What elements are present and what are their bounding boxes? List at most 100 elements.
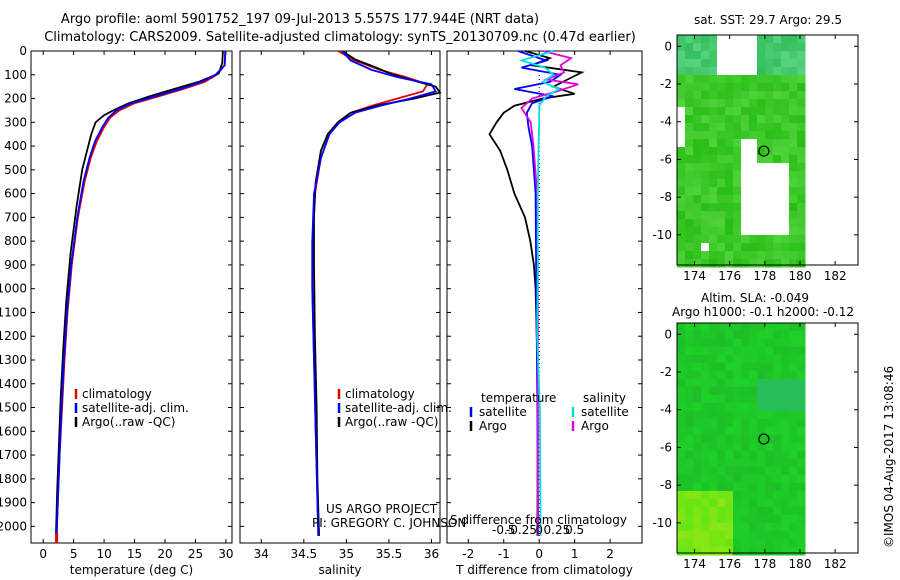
map-cell bbox=[749, 515, 758, 524]
y-tick-label: -6 bbox=[660, 440, 672, 454]
map-cell bbox=[733, 547, 742, 556]
x-tick-label: 2 bbox=[606, 547, 614, 561]
title-line-2: Climatology: CARS2009. Satellite-adjuste… bbox=[44, 30, 636, 45]
map-cell bbox=[733, 443, 742, 452]
legend-entry: Argo bbox=[479, 419, 507, 433]
map-cell bbox=[717, 507, 726, 516]
map-cell bbox=[797, 355, 806, 364]
map-cell bbox=[749, 483, 758, 492]
map-cell bbox=[725, 43, 734, 52]
map-cell bbox=[693, 67, 702, 76]
map-cell bbox=[757, 323, 766, 332]
map-cell bbox=[733, 131, 742, 140]
map-cell bbox=[725, 419, 734, 428]
map-cell bbox=[781, 43, 790, 52]
map-cell bbox=[685, 131, 694, 140]
map-cell bbox=[757, 483, 766, 492]
map-cell bbox=[701, 515, 710, 524]
map-cell bbox=[717, 379, 726, 388]
map-cell bbox=[757, 179, 766, 188]
y-tick-label: -2 bbox=[660, 77, 672, 91]
map-cell bbox=[685, 547, 694, 556]
map-cell bbox=[701, 387, 710, 396]
map-cell bbox=[725, 467, 734, 476]
map-cell bbox=[797, 483, 806, 492]
difference-panel: -2 -1 0 1 2 T difference from climatology -0.5… bbox=[312, 50, 643, 577]
y-tick-label: 200 bbox=[4, 92, 27, 106]
map-cell bbox=[741, 523, 750, 532]
map-cell bbox=[797, 147, 806, 156]
map-cell bbox=[797, 35, 806, 44]
map-cell bbox=[749, 251, 758, 260]
map-cell bbox=[773, 403, 782, 412]
map-cell bbox=[677, 107, 686, 116]
map-cell bbox=[709, 195, 718, 204]
map-cell bbox=[765, 139, 774, 148]
map-cell bbox=[781, 67, 790, 76]
map-cell bbox=[709, 243, 718, 252]
legend-entry: satellite-adj. clim. bbox=[345, 401, 452, 415]
map-cell bbox=[725, 131, 734, 140]
map-cell bbox=[749, 59, 758, 68]
map-cell bbox=[789, 547, 798, 556]
map-cell bbox=[741, 107, 750, 116]
map-cell bbox=[781, 539, 790, 548]
map-cell bbox=[789, 187, 798, 196]
map-cell bbox=[765, 523, 774, 532]
map-cell bbox=[797, 139, 806, 148]
map-cell bbox=[789, 131, 798, 140]
map-cell bbox=[781, 171, 790, 180]
map-cell bbox=[797, 451, 806, 460]
map-cell bbox=[789, 539, 798, 548]
y-tick-label: 400 bbox=[4, 139, 27, 153]
map-cell bbox=[701, 403, 710, 412]
map-cell bbox=[797, 547, 806, 556]
map-cell bbox=[781, 219, 790, 228]
map-cell bbox=[749, 507, 758, 516]
map-cell bbox=[741, 395, 750, 404]
map-cell bbox=[757, 147, 766, 156]
map-cell bbox=[749, 83, 758, 92]
y-tick-label: 1100 bbox=[0, 305, 27, 319]
x-tick-label: 180 bbox=[789, 557, 812, 571]
map-cell bbox=[733, 75, 742, 84]
map-cell bbox=[789, 211, 798, 220]
map-cell bbox=[709, 59, 718, 68]
map-cell bbox=[789, 219, 798, 228]
map-cell bbox=[733, 459, 742, 468]
map-cell bbox=[757, 139, 766, 148]
map-cell bbox=[725, 443, 734, 452]
map-cell bbox=[797, 323, 806, 332]
footer-pi: PI: GREGORY C. JOHNSON bbox=[312, 516, 466, 530]
map-cell bbox=[709, 451, 718, 460]
map-cell bbox=[701, 219, 710, 228]
map-cell bbox=[757, 115, 766, 124]
sla-map-panel: 174 176 178 180 182 0 -2 -4 -6 -8 -10 Altim. SLA: -… bbox=[652, 291, 859, 571]
map-cell bbox=[741, 371, 750, 380]
map-cell bbox=[733, 355, 742, 364]
map-cell bbox=[773, 147, 782, 156]
map-cell bbox=[781, 323, 790, 332]
map-cell bbox=[797, 131, 806, 140]
map-cell bbox=[733, 467, 742, 476]
map-cell bbox=[717, 395, 726, 404]
x-tick-label: 1 bbox=[571, 547, 579, 561]
map-cell bbox=[741, 179, 750, 188]
map-cell bbox=[733, 99, 742, 108]
map-cell bbox=[677, 139, 686, 148]
map-cell bbox=[693, 347, 702, 356]
map-cell bbox=[685, 323, 694, 332]
map-cell bbox=[693, 379, 702, 388]
map-cell bbox=[789, 195, 798, 204]
map-cell bbox=[717, 547, 726, 556]
map-cell bbox=[765, 379, 774, 388]
map-cell bbox=[733, 51, 742, 60]
x-tick-label: 35.5 bbox=[376, 547, 403, 561]
map-cell bbox=[789, 419, 798, 428]
map-cell bbox=[765, 171, 774, 180]
map-cell bbox=[773, 99, 782, 108]
footer-project: US ARGO PROJECT bbox=[326, 502, 438, 516]
map-cell bbox=[757, 107, 766, 116]
map-cell bbox=[797, 347, 806, 356]
map-cell bbox=[693, 451, 702, 460]
